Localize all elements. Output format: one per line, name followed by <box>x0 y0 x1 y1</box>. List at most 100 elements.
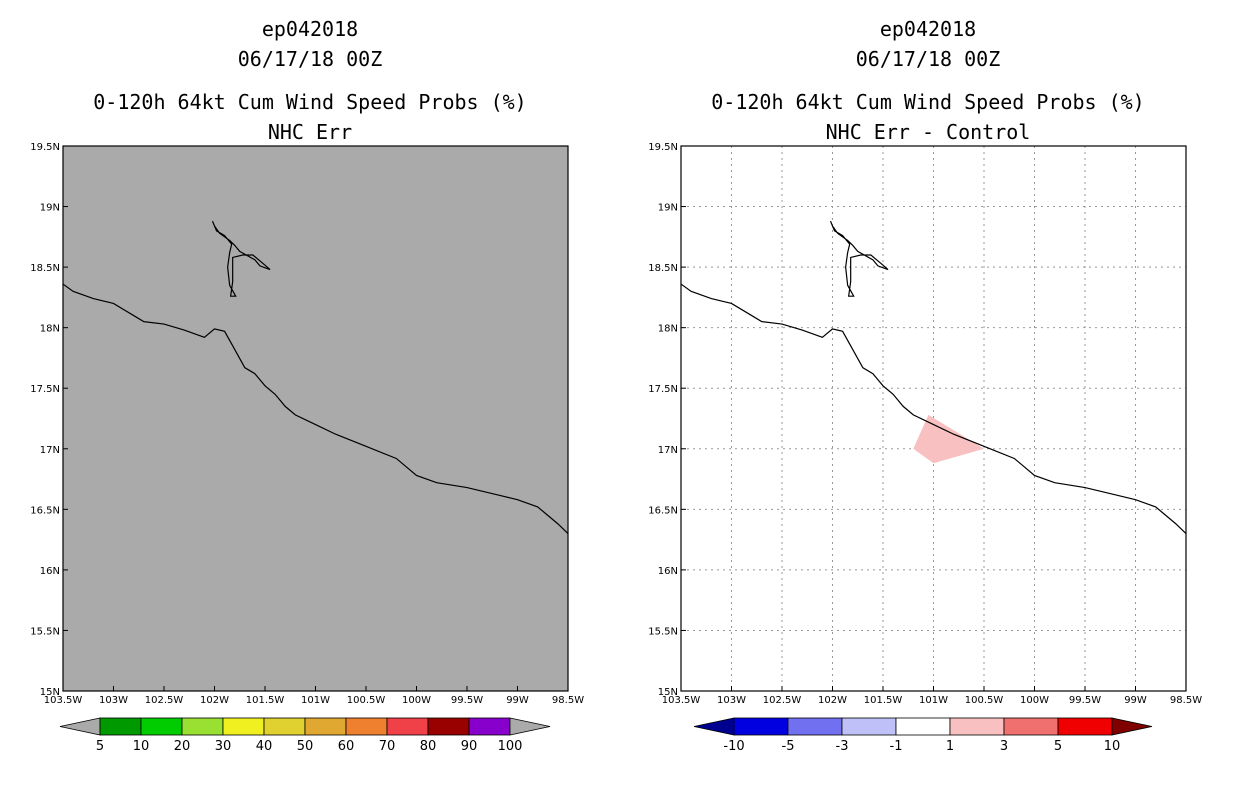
left-colorbar-swatch <box>304 717 347 736</box>
right-lon-tick-label: 99W <box>1124 695 1147 706</box>
left-lat-tick-label: 19.5N <box>30 142 60 153</box>
left-lat-tick-label: 18.5N <box>30 263 60 274</box>
left-colorbar-swatch <box>222 717 265 736</box>
right-lon-tick-label: 100.5W <box>965 695 1004 706</box>
left-colorbar-label: 60 <box>338 739 355 754</box>
right-coastline <box>680 283 1187 534</box>
left-lon-tick-label: 99W <box>506 695 529 706</box>
left-colorbar-label: 80 <box>420 739 437 754</box>
right-colorbar-swatch <box>1057 717 1113 736</box>
right-colorbar-arrow-left <box>693 717 735 736</box>
right-colorbar-swatch <box>1003 717 1059 736</box>
left-lat-tick-label: 15.5N <box>30 626 60 637</box>
left-storm-id: ep042018 <box>261 17 359 41</box>
left-colorbar-swatch <box>140 717 183 736</box>
left-colorbar-label: 40 <box>256 739 273 754</box>
left-chart-subtitle: NHC Err <box>267 120 353 144</box>
left-lon-tick-label: 102W <box>200 695 229 706</box>
left-lon-tick-label: 100W <box>402 695 431 706</box>
right-colorbar-label: -1 <box>890 739 903 754</box>
right-storm-id: ep042018 <box>879 17 977 41</box>
right-colorbar: -10 -5 -3 -1 1 3 5 10 <box>693 717 1153 754</box>
right-gridlines <box>681 146 1186 691</box>
right-lat-tick-label: 17.5N <box>648 384 678 395</box>
left-lon-tick-label: 103W <box>99 695 128 706</box>
right-lake-outline <box>829 220 889 297</box>
left-colorbar-swatch <box>386 717 429 736</box>
left-colorbar-label: 5 <box>96 739 104 754</box>
left-colorbar-arrow-left <box>59 717 101 736</box>
right-lon-tick-label: 102.5W <box>763 695 802 706</box>
left-colorbar-label: 100 <box>498 739 523 754</box>
right-lat-tick-label: 19.5N <box>648 142 678 153</box>
left-lon-tick-label: 102.5W <box>145 695 184 706</box>
right-map-panel: 103.5W 103W 102.5W 102W 101.5W 101W 100.5W 100W… <box>648 142 1202 754</box>
left-lon-tick-label: 101.5W <box>246 695 285 706</box>
right-lat-tick-label: 18.5N <box>648 263 678 274</box>
left-lat-tick-label: 17N <box>40 445 60 456</box>
left-colorbar-swatch <box>468 717 511 736</box>
left-lon-tick-label: 99.5W <box>451 695 483 706</box>
left-colorbar-arrow-right <box>509 717 551 736</box>
left-colorbar-swatch <box>427 717 470 736</box>
right-lon-tick-label: 101W <box>919 695 948 706</box>
right-colorbar-swatch <box>895 717 951 736</box>
left-colorbar-label: 70 <box>379 739 396 754</box>
right-colorbar-arrow-right <box>1111 717 1153 736</box>
left-lake-outline <box>211 220 271 297</box>
right-colorbar-label: -10 <box>723 739 744 754</box>
left-colorbar-label: 10 <box>133 739 150 754</box>
right-chart-subtitle: NHC Err - Control <box>825 120 1031 144</box>
left-coastline <box>62 283 569 534</box>
left-lon-tick-label: 101W <box>301 695 330 706</box>
left-lon-tick-label: 103.5W <box>44 695 83 706</box>
right-lat-tick-label: 19N <box>658 203 678 214</box>
right-colorbar-swatch <box>787 717 843 736</box>
right-colorbar-label: -5 <box>782 739 795 754</box>
right-colorbar-label: 10 <box>1104 739 1121 754</box>
right-colorbar-label: 5 <box>1054 739 1062 754</box>
right-chart-title: 0-120h 64kt Cum Wind Speed Probs (%) <box>711 90 1145 114</box>
left-colorbar-swatch <box>263 717 306 736</box>
right-lat-tick-label: 16.5N <box>648 505 678 516</box>
left-colorbar-swatch <box>181 717 224 736</box>
right-lon-tick-label: 99.5W <box>1069 695 1101 706</box>
right-colorbar-swatch <box>949 717 1005 736</box>
left-lat-tick-label: 16N <box>40 566 60 577</box>
left-lon-tick-label: 98.5W <box>552 695 584 706</box>
right-lon-tick-label: 103.5W <box>662 695 701 706</box>
right-colorbar-swatch <box>733 717 789 736</box>
right-datetime: 06/17/18 00Z <box>855 47 1001 71</box>
left-lat-tick-label: 16.5N <box>30 505 60 516</box>
right-lon-tick-label: 100W <box>1020 695 1049 706</box>
right-colorbar-swatch <box>841 717 897 736</box>
left-lat-tick-label: 15N <box>40 687 60 698</box>
left-colorbar: 5 10 20 30 40 50 60 70 80 90 100 <box>59 717 551 754</box>
right-lon-tick-label: 103W <box>717 695 746 706</box>
right-lon-tick-label: 102W <box>818 695 847 706</box>
left-map-panel: 103.5W 103W 102.5W 102W 101.5W 101W 100.5W 100W… <box>30 142 584 754</box>
right-lat-tick-label: 17N <box>658 445 678 456</box>
left-lon-tick-label: 100.5W <box>347 695 386 706</box>
right-lat-tick-label: 15N <box>658 687 678 698</box>
right-colorbar-label: 1 <box>946 739 954 754</box>
left-colorbar-label: 20 <box>174 739 191 754</box>
left-lat-tick-label: 18N <box>40 324 60 335</box>
left-lat-tick-label: 17.5N <box>30 384 60 395</box>
left-colorbar-swatch <box>99 717 142 736</box>
right-lat-tick-label: 15.5N <box>648 626 678 637</box>
left-chart-title: 0-120h 64kt Cum Wind Speed Probs (%) <box>93 90 527 114</box>
right-shaded-region <box>913 414 984 464</box>
left-datetime: 06/17/18 00Z <box>237 47 383 71</box>
right-colorbar-label: -3 <box>836 739 849 754</box>
right-colorbar-label: 3 <box>1000 739 1008 754</box>
right-lat-tick-label: 16N <box>658 566 678 577</box>
left-colorbar-swatch <box>345 717 388 736</box>
left-colorbar-label: 90 <box>461 739 478 754</box>
right-lon-tick-label: 101.5W <box>864 695 903 706</box>
right-lat-tick-label: 18N <box>658 324 678 335</box>
right-lon-tick-label: 98.5W <box>1170 695 1202 706</box>
left-colorbar-label: 30 <box>215 739 232 754</box>
left-plot-area <box>63 146 568 691</box>
left-colorbar-label: 50 <box>297 739 314 754</box>
